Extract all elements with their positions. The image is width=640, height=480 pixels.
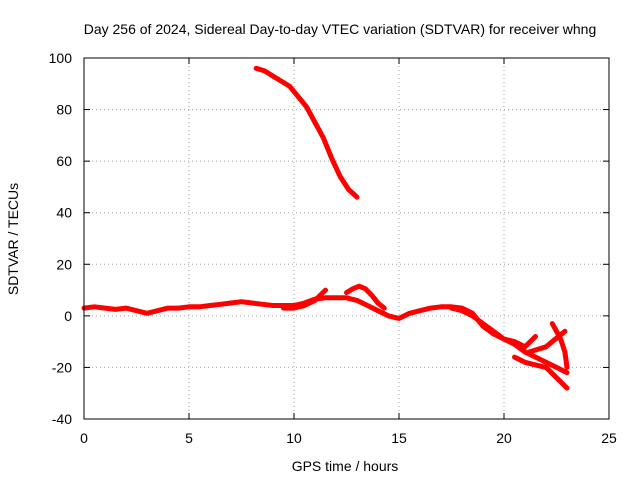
x-tick-label: 15 <box>391 430 407 446</box>
series-line-arc-bump <box>344 283 387 311</box>
y-tick-label: 100 <box>49 50 73 66</box>
series-line-arc-late-2 <box>512 354 570 391</box>
axis-ticks: 0 5 10 15 20 25 -40 -20 0 20 40 60 80 100 <box>49 50 617 446</box>
y-tick-label: 20 <box>56 256 72 272</box>
y-tick-label: -20 <box>52 359 72 375</box>
x-axis-title: GPS time / hours <box>292 458 399 474</box>
y-tick-label: 60 <box>56 153 72 169</box>
y-tick-label: -40 <box>52 411 72 427</box>
data-series <box>81 65 570 391</box>
grid-lines <box>84 58 609 419</box>
x-tick-label: 5 <box>185 430 193 446</box>
series-line-arc-mid <box>281 287 328 311</box>
y-tick-label: 0 <box>64 308 72 324</box>
plot-frame <box>83 57 610 420</box>
series-line-arc-late-4 <box>549 321 570 370</box>
series-line-arc-main <box>81 295 570 376</box>
series-line-arc-late-1 <box>449 305 538 350</box>
chart-title: Day 256 of 2024, Sidereal Day-to-day VTE… <box>84 21 597 37</box>
y-tick-label: 80 <box>56 102 72 118</box>
y-tick-label: 40 <box>56 205 72 221</box>
x-tick-label: 0 <box>80 430 88 446</box>
y-axis-title: SDTVAR / TECUs <box>5 183 21 295</box>
x-tick-label: 25 <box>601 430 617 446</box>
x-tick-label: 20 <box>496 430 512 446</box>
series-line-arc-high <box>253 65 360 200</box>
x-tick-label: 10 <box>286 430 302 446</box>
